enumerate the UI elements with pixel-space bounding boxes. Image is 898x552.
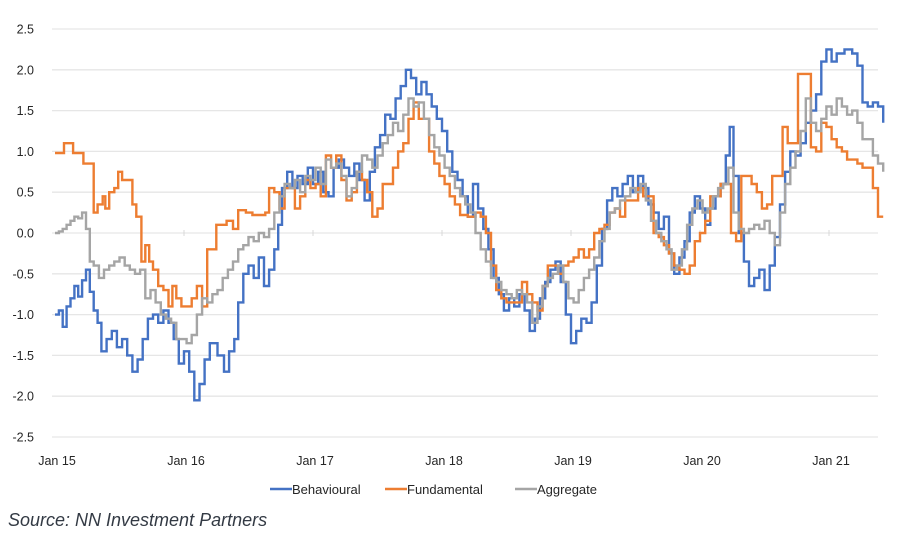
x-tick-label: Jan 21 xyxy=(812,454,850,468)
y-tick-label: 1.0 xyxy=(17,145,34,159)
series-line-aggregate xyxy=(55,97,885,345)
x-tick-label: Jan 20 xyxy=(683,454,721,468)
y-tick-label: -1.5 xyxy=(12,349,34,363)
y-tick-label: 2.0 xyxy=(17,63,34,77)
y-tick-label: -2.5 xyxy=(12,431,34,445)
y-tick-label: -2.0 xyxy=(12,390,34,404)
y-tick-label: -0.5 xyxy=(12,267,34,281)
x-tick-label: Jan 16 xyxy=(167,454,205,468)
y-tick-label: 1.5 xyxy=(17,104,34,118)
legend: Behavioural Fundamental Aggregate xyxy=(270,482,597,497)
series-line-fundamental xyxy=(55,72,884,312)
x-tick-label: Jan 18 xyxy=(425,454,463,468)
y-tick-label: 0.0 xyxy=(17,227,34,241)
gridlines xyxy=(52,28,878,438)
legend-label-aggregate: Aggregate xyxy=(537,482,597,497)
legend-label-fundamental: Fundamental xyxy=(407,482,483,497)
source-note: Source: NN Investment Partners xyxy=(8,510,268,530)
x-tick-label: Jan 17 xyxy=(296,454,334,468)
line-chart: 2.5 2.0 1.5 1.0 0.5 0.0 -0.5 -1.0 -1.5 -2.0 -2.5 J… xyxy=(12,23,885,497)
x-tick-label: Jan 19 xyxy=(554,454,592,468)
x-tick-label: Jan 15 xyxy=(38,454,76,468)
legend-label-behavioural: Behavioural xyxy=(292,482,361,497)
series-lines xyxy=(55,48,885,402)
y-axis-ticks: 2.5 2.0 1.5 1.0 0.5 0.0 -0.5 -1.0 -1.5 -2.0 -2.5 xyxy=(12,23,34,445)
y-tick-label: 2.5 xyxy=(17,23,34,37)
y-tick-label: 0.5 xyxy=(17,186,34,200)
x-axis-ticks: Jan 15 Jan 16 Jan 17 Jan 18 Jan 19 Jan 20 Jan … xyxy=(38,454,850,468)
y-tick-label: -1.0 xyxy=(12,308,34,322)
